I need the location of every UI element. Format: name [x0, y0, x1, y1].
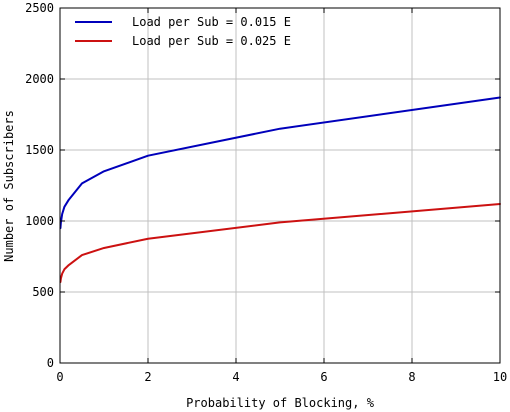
series-line-2: [59, 202, 501, 284]
legend-label-1: Load per Sub = 0.015 E: [132, 15, 291, 29]
y-axis-label: Number of Subscribers: [2, 110, 16, 262]
y-tick-label: 2500: [25, 1, 54, 15]
y-tick-label: 500: [32, 285, 54, 299]
x-tick-label: 8: [408, 370, 415, 384]
plot-frame: [59, 7, 501, 364]
y-tick-label: 0: [47, 356, 54, 370]
y-tick-label: 1000: [25, 214, 54, 228]
x-tick-label: 4: [232, 370, 239, 384]
x-axis-label: Probability of Blocking, %: [186, 396, 375, 410]
x-tick-label: 10: [493, 370, 507, 384]
series-line-1: [59, 96, 501, 230]
legend: Load per Sub = 0.015 E Load per Sub = 0.0…: [75, 15, 291, 48]
x-tick-label: 0: [56, 370, 63, 384]
x-tick-label: 6: [320, 370, 327, 384]
legend-label-2: Load per Sub = 0.025 E: [132, 34, 291, 48]
grid: [60, 8, 500, 363]
series-group: [59, 96, 501, 284]
y-tick-label: 1500: [25, 143, 54, 157]
x-tick-label: 2: [144, 370, 151, 384]
ticks: 0 2 4 6 8 10 0 500 1000 1500 2000 2500: [25, 1, 507, 384]
y-tick-label: 2000: [25, 72, 54, 86]
